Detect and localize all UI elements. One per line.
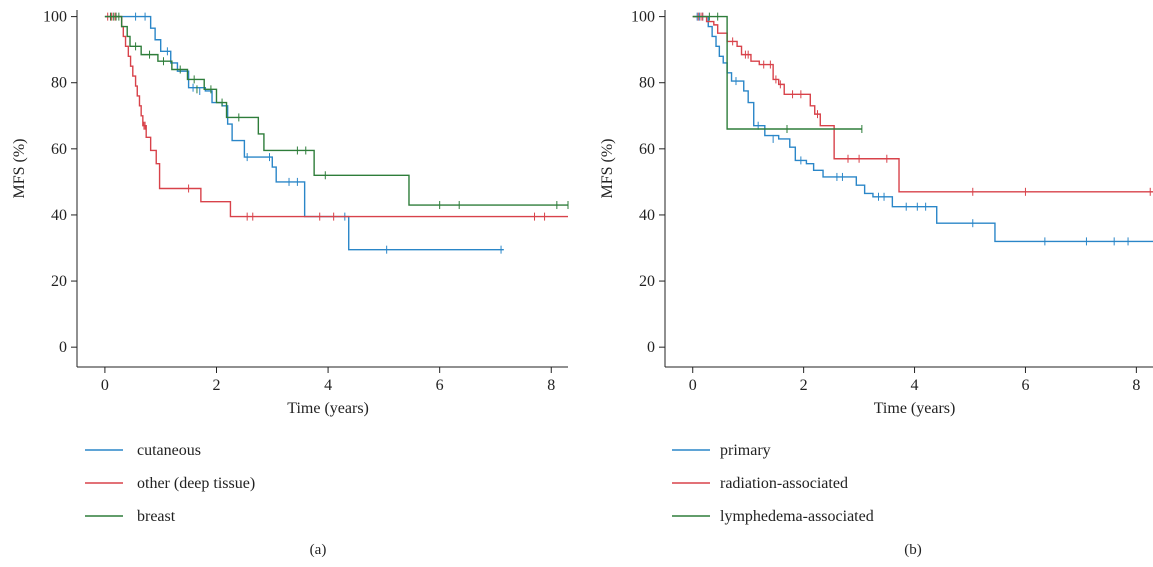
legend-label-breast: breast [137, 508, 176, 525]
panel-a-chart: 0 20 40 60 80 100 0 2 4 6 8 Time (years) MFS (%) cuta… [11, 9, 569, 558]
km-curve-breast [104, 15, 568, 206]
panel-b-chart: 0 20 40 60 80 100 0 2 4 6 8 Time (years) MFS (%) prim… [599, 9, 1153, 558]
x-tick-label-a: 0 [101, 377, 109, 394]
y-tick-label-a: 0 [59, 339, 67, 356]
x-tick-label-a: 6 [436, 377, 444, 394]
y-tick-label-a: 20 [51, 273, 67, 290]
y-tick-label-a: 40 [51, 207, 67, 224]
km-curve-lymphedema-associated [692, 15, 862, 130]
x-tick-label-b: 4 [911, 377, 919, 394]
x-tick-label-b: 0 [689, 377, 697, 394]
x-tick-label-a: 2 [212, 377, 220, 394]
x-tick-label-b: 6 [1021, 377, 1029, 394]
panel-label-a: (a) [310, 542, 327, 558]
y-tick-label-b: 80 [639, 75, 655, 92]
y-tick-label-b: 0 [647, 339, 655, 356]
y-tick-label-a: 100 [43, 9, 67, 26]
km-curve-other-deep-tissue [104, 15, 568, 218]
legend-label-cutaneous: cutaneous [137, 442, 201, 459]
legend-label-other-deep-tissue: other (deep tissue) [137, 475, 255, 492]
y-axis-title-a: MFS (%) [11, 138, 28, 198]
x-tick-label-b: 8 [1132, 377, 1140, 394]
x-axis-title-a: Time (years) [287, 400, 369, 417]
legend-label-radiation-associated: radiation-associated [720, 475, 848, 492]
km-curve-radiation-associated [692, 15, 1153, 193]
y-tick-label-a: 80 [51, 75, 67, 92]
y-tick-label-b: 60 [639, 141, 655, 158]
km-curve-cutaneous [104, 15, 504, 251]
x-tick-label-b: 2 [800, 377, 808, 394]
y-tick-label-b: 20 [639, 273, 655, 290]
panel-label-b: (b) [904, 542, 922, 558]
legend-label-lymphedema-associated: lymphedema-associated [720, 508, 874, 525]
legend-label-primary: primary [720, 442, 771, 459]
y-tick-label-a: 60 [51, 141, 67, 158]
y-tick-label-b: 100 [631, 9, 655, 26]
km-curve-primary [692, 15, 1153, 243]
y-axis-title-b: MFS (%) [599, 138, 616, 198]
x-axis-title-b: Time (years) [874, 400, 956, 417]
y-tick-label-b: 40 [639, 207, 655, 224]
x-tick-label-a: 4 [324, 377, 332, 394]
x-tick-label-a: 8 [547, 377, 555, 394]
